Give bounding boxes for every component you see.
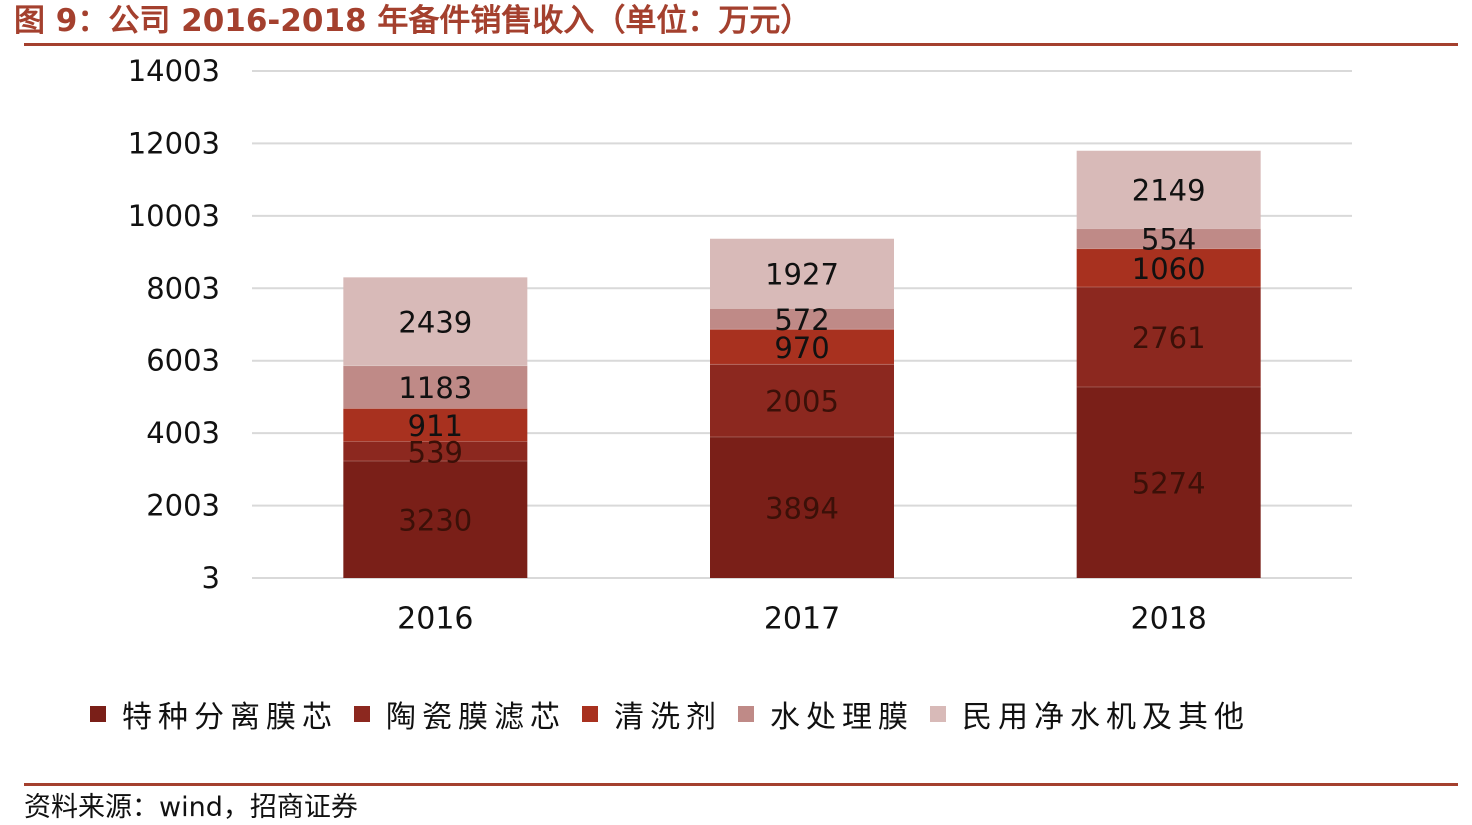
legend-label: 陶瓷膜滤芯 bbox=[386, 700, 566, 735]
legend-item: 陶瓷膜滤芯 bbox=[354, 692, 566, 736]
bar-segment bbox=[1076, 150, 1261, 229]
legend-swatch bbox=[582, 706, 598, 722]
legend-swatch bbox=[738, 706, 754, 722]
bar-segment bbox=[343, 461, 528, 578]
data-label: 539 bbox=[408, 435, 463, 469]
y-tick-label: 12003 bbox=[128, 126, 220, 160]
y-tick-label: 14003 bbox=[128, 54, 220, 88]
data-label: 970 bbox=[774, 331, 829, 365]
legend-item: 水处理膜 bbox=[738, 692, 914, 736]
bar-segment bbox=[1076, 248, 1261, 288]
x-tick-label: 2017 bbox=[764, 602, 840, 637]
legend-swatch bbox=[930, 706, 946, 722]
legend-item: 民用净水机及其他 bbox=[930, 692, 1250, 736]
bar-segment bbox=[710, 436, 894, 578]
legend-swatch bbox=[90, 706, 106, 722]
footer-divider bbox=[24, 783, 1458, 786]
bar-segment bbox=[1076, 287, 1261, 388]
bar-segment bbox=[343, 277, 528, 366]
data-label: 1927 bbox=[765, 258, 839, 292]
page-title: 图 9：公司 2016-2018 年备件销售收入（单位：万元） bbox=[14, 3, 812, 39]
bar-segment bbox=[343, 408, 528, 442]
bar-segment bbox=[1076, 387, 1261, 578]
chart-legend: 特种分离膜芯 陶瓷膜滤芯 清洗剂 水处理膜 民用净水机及其他 bbox=[90, 692, 1430, 736]
data-label: 2149 bbox=[1132, 174, 1206, 208]
source-note: 资料来源：wind，招商证券 bbox=[24, 792, 358, 823]
y-tick-label: 6003 bbox=[146, 344, 220, 378]
bar-segment bbox=[710, 329, 894, 365]
data-label: 3894 bbox=[765, 491, 839, 525]
data-label: 5274 bbox=[1132, 467, 1206, 501]
y-tick-label: 2003 bbox=[146, 489, 220, 523]
legend-swatch bbox=[354, 706, 370, 722]
x-axis-ticks: 2016 2017 2018 bbox=[397, 602, 1207, 637]
legend-label: 民用净水机及其他 bbox=[962, 700, 1250, 735]
title-divider bbox=[24, 43, 1458, 46]
bar-segment bbox=[343, 365, 528, 409]
legend-item: 清洗剂 bbox=[582, 692, 722, 736]
bar-segment bbox=[343, 441, 528, 462]
bar-segment bbox=[710, 308, 894, 330]
legend-label: 特种分离膜芯 bbox=[122, 700, 338, 735]
data-label: 1183 bbox=[398, 371, 472, 405]
bar-segment bbox=[710, 238, 894, 309]
y-tick-label: 3 bbox=[202, 561, 220, 595]
bar-layer bbox=[343, 150, 1261, 578]
y-tick-label: 10003 bbox=[128, 199, 220, 233]
y-tick-label: 8003 bbox=[146, 271, 220, 305]
bar-segment bbox=[1076, 228, 1261, 249]
data-label: 2005 bbox=[765, 385, 839, 419]
data-label: 1060 bbox=[1132, 252, 1206, 286]
y-tick-label: 4003 bbox=[146, 416, 220, 450]
data-label: 2761 bbox=[1132, 321, 1206, 355]
data-label: 572 bbox=[774, 303, 829, 337]
y-axis-ticks: 3 2003 4003 6003 8003 10003 12003 14003 bbox=[128, 54, 220, 595]
data-label: 911 bbox=[408, 409, 463, 443]
data-label: 554 bbox=[1141, 223, 1196, 257]
x-tick-label: 2016 bbox=[397, 602, 473, 637]
data-label: 3230 bbox=[398, 504, 472, 538]
legend-label: 水处理膜 bbox=[770, 700, 914, 735]
legend-label: 清洗剂 bbox=[614, 700, 722, 735]
data-label: 2439 bbox=[398, 306, 472, 340]
legend-item: 特种分离膜芯 bbox=[90, 692, 338, 736]
bar-segment bbox=[710, 364, 894, 437]
x-tick-label: 2018 bbox=[1130, 602, 1206, 637]
